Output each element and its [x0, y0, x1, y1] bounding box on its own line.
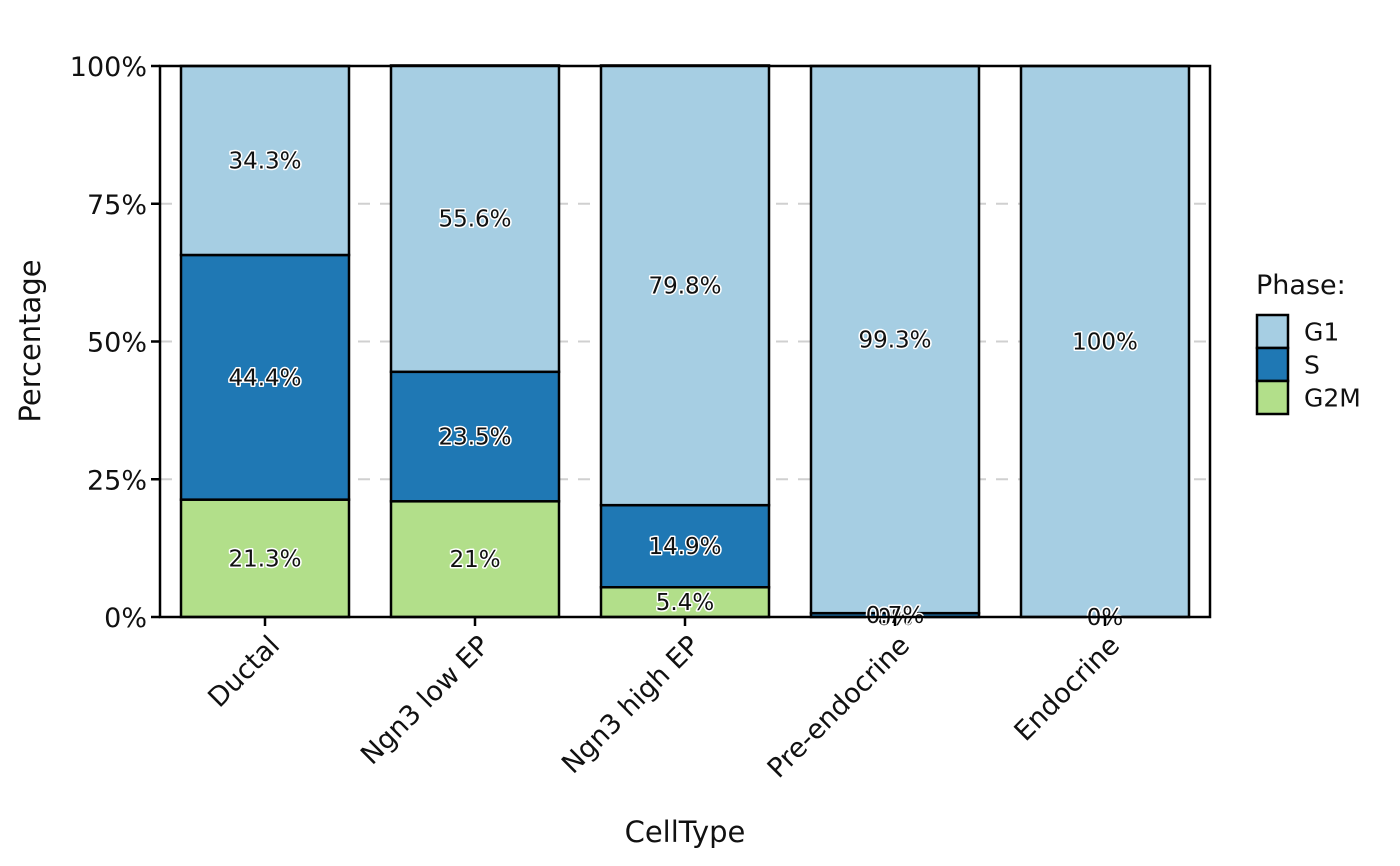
data-label-pre-endocrine-g1: 99.3% — [858, 328, 931, 354]
data-label-ductal-g2m: 21.3% — [228, 546, 301, 572]
legend-label-g2m: G2M — [1304, 384, 1361, 413]
bar-ngn3-low-ep-s — [389, 370, 561, 503]
data-label-ngn3-low-ep-s: 23.5% — [438, 425, 511, 451]
data-label-ductal-s: 44.4% — [228, 365, 301, 391]
data-label-ngn3-high-ep-g2m: 5.4% — [656, 590, 714, 616]
x-tick-label-ductal: Ductal — [202, 630, 286, 714]
bar-ngn3-high-ep-s — [599, 503, 771, 589]
x-tick-label-ngn3-high-ep: Ngn3 high EP — [556, 630, 706, 780]
data-label-ngn3-high-ep-s: 14.9% — [648, 534, 721, 560]
data-labels: 21.3% 44.4% 34.3% 21% 23.5% 55.6% 5.4% 14.9% 79.… — [227, 147, 1139, 633]
bar-ngn3-low-ep-g1 — [389, 64, 561, 374]
data-label-ngn3-low-ep-g2m: 21% — [449, 547, 500, 573]
bar-ductal-s — [179, 253, 351, 501]
legend: Phase: G1 S G2M — [1255, 270, 1361, 416]
y-tick-label-50: 50% — [87, 328, 147, 359]
bar-ngn3-high-ep-g1 — [599, 64, 771, 507]
bar-ngn3-low-ep-g2m — [389, 500, 561, 619]
y-tick-label-100: 100% — [70, 52, 147, 83]
data-label-endocrine-g1: 100% — [1072, 330, 1138, 356]
x-axis-title: CellType — [625, 815, 746, 849]
bars — [179, 64, 1191, 619]
bar-pre-endocrine-g1 — [809, 64, 981, 615]
x-tick-label-endocrine: Endocrine — [1009, 630, 1126, 747]
legend-swatch-s — [1255, 346, 1290, 383]
legend-swatch-g1 — [1255, 313, 1290, 350]
bar-endocrine-g1 — [1019, 64, 1191, 619]
data-label-ngn3-low-ep-g1: 55.6% — [438, 207, 511, 233]
y-tick-label-75: 75% — [87, 190, 147, 221]
y-tick-label-25: 25% — [87, 465, 147, 496]
x-tick-label-ngn3-low-ep: Ngn3 low EP — [355, 630, 496, 771]
data-label-ductal-g1: 34.3% — [228, 148, 301, 174]
legend-title: Phase: — [1256, 270, 1346, 301]
bar-ductal-g2m — [179, 498, 351, 619]
y-tick-label-0: 0% — [104, 603, 147, 634]
y-axis-title: Percentage — [13, 259, 47, 422]
legend-label-s: S — [1304, 351, 1320, 380]
x-tick-label-pre-endocrine: Pre-endocrine — [762, 630, 916, 784]
data-label-ngn3-high-ep-g1: 79.8% — [648, 273, 721, 299]
legend-label-g1: G1 — [1304, 318, 1339, 347]
legend-swatch-g2m — [1255, 379, 1290, 416]
